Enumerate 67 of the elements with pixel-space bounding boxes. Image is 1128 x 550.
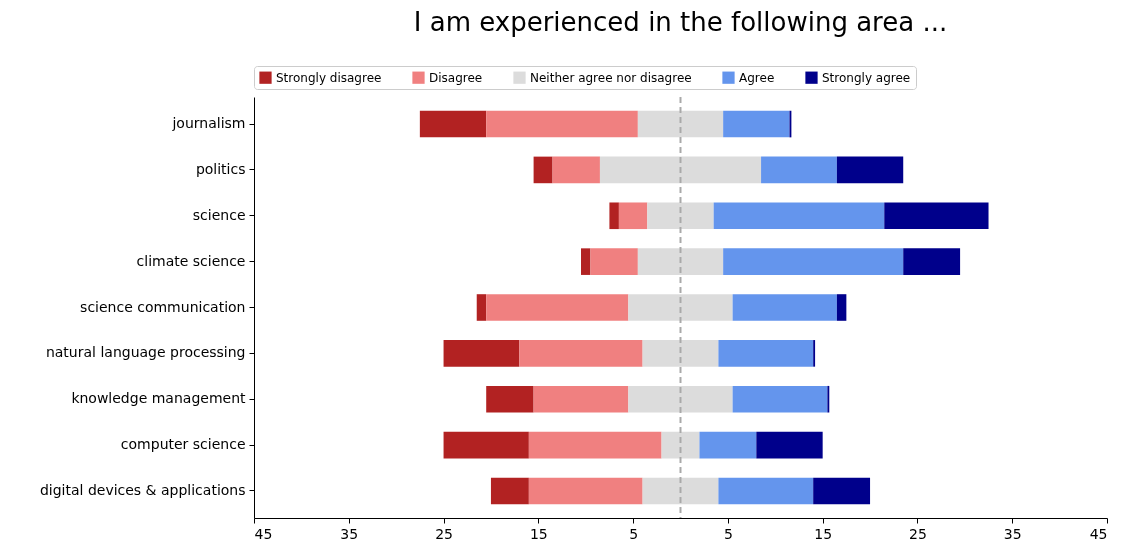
y-tick-label: knowledge management — [71, 390, 246, 407]
bar — [486, 110, 638, 138]
bar — [580, 248, 591, 275]
bar — [486, 294, 629, 321]
bar — [713, 202, 885, 230]
y-tick-label: politics — [195, 160, 246, 177]
bar — [628, 385, 733, 413]
bar — [661, 431, 700, 459]
y-tick-label: digital devices & applications — [39, 481, 246, 498]
legend-label: Disagree — [429, 70, 483, 85]
bar — [528, 431, 662, 459]
x-tick-label: 5 — [723, 525, 733, 542]
bar — [628, 294, 733, 321]
bar — [528, 477, 643, 505]
bar — [590, 248, 638, 275]
y-tick-label: science communication — [80, 298, 246, 315]
bar — [723, 110, 790, 138]
bar — [903, 248, 961, 275]
legend-label: Neither agree nor disagree — [530, 70, 692, 85]
x-tick-label: 25 — [435, 525, 453, 542]
bar — [609, 202, 619, 230]
y-tick-label: natural language processing — [45, 344, 246, 361]
bar — [699, 431, 757, 459]
bar — [642, 477, 719, 505]
bar — [884, 202, 989, 230]
x-tick-label: 5 — [629, 525, 639, 542]
bar — [486, 385, 534, 413]
bar — [476, 294, 487, 321]
bar — [836, 294, 847, 321]
bar — [732, 294, 837, 321]
bar — [599, 156, 762, 184]
bar — [618, 202, 648, 230]
bar — [647, 202, 714, 230]
bar — [732, 385, 828, 413]
x-tick-label: 15 — [814, 525, 833, 542]
x-tick-label: 35 — [1003, 525, 1022, 542]
bar — [756, 431, 823, 459]
bar — [718, 340, 814, 367]
y-tick-label: climate science — [136, 252, 246, 269]
bar — [813, 477, 871, 505]
legend-label: Strongly agree — [822, 70, 911, 85]
chart-title: I am experienced in the following area ... — [413, 6, 948, 37]
bar — [533, 156, 553, 184]
y-tick-label: computer science — [120, 436, 246, 453]
legend-label: Strongly disagree — [276, 70, 382, 85]
bar — [443, 340, 520, 367]
bar — [637, 248, 724, 275]
bar — [552, 156, 600, 184]
bar — [533, 385, 629, 413]
bar — [490, 477, 529, 505]
x-tick-label: 45 — [1089, 525, 1108, 542]
bar — [761, 156, 837, 184]
x-tick-label: 15 — [529, 525, 548, 542]
bar — [419, 110, 487, 138]
y-tick-label: science — [192, 206, 246, 223]
legend-label: Agree — [739, 70, 775, 85]
bar — [443, 431, 529, 459]
x-tick-label: 25 — [909, 525, 927, 542]
x-tick-label: 45 — [254, 525, 273, 542]
bar — [718, 477, 814, 505]
bar — [637, 110, 724, 138]
x-tick-label: 35 — [340, 525, 359, 542]
bar — [723, 248, 904, 275]
bar — [836, 156, 904, 184]
y-tick-label: journalism — [171, 115, 246, 132]
bar — [519, 340, 643, 367]
bar — [642, 340, 719, 367]
